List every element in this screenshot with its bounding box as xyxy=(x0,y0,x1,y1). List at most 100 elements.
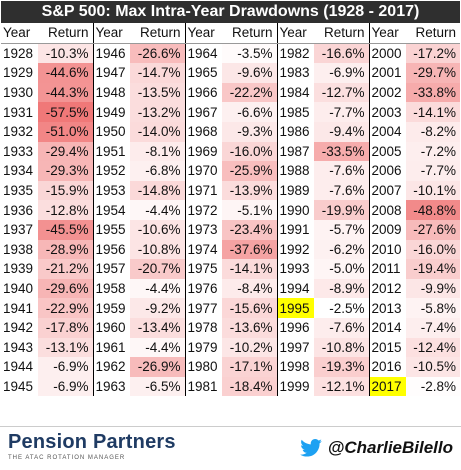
year-cell: 1998 xyxy=(276,357,314,377)
year-cell: 2014 xyxy=(368,317,406,338)
year-cell: 1962 xyxy=(92,357,130,377)
return-cell: -13.2% xyxy=(130,102,185,122)
year-cell: 1981 xyxy=(184,376,222,397)
logo-tagline: THE ATAC ROTATION MANAGER xyxy=(8,455,126,461)
return-cell: -8.2% xyxy=(406,121,460,142)
return-cell: -6.2% xyxy=(314,239,369,260)
return-cell: -17.1% xyxy=(222,357,277,377)
table-row: 1945 -6.9% 1963 -6.5% 1981 -18.4% 1999 -12.1% 20… xyxy=(1,376,460,397)
year-cell: 1936 xyxy=(3,202,34,218)
return-cell: -48.8% xyxy=(406,200,460,220)
year-cell: 1941 xyxy=(3,300,34,316)
year-cell: 1974 xyxy=(184,239,222,260)
drawdown-table: Year Return Year Return Year Return Year Return… xyxy=(1,23,460,397)
return-cell: -13.9% xyxy=(222,180,277,201)
year-cell: 1956 xyxy=(92,239,130,260)
return-cell: -8.4% xyxy=(222,278,277,299)
return-cell: -10.1% xyxy=(406,180,460,201)
return-cell: -3.5% xyxy=(222,43,277,64)
table-row: 1942 -17.8% 1960 -13.4% 1978 -13.6% 1996 -7.6% 2… xyxy=(1,317,460,338)
return-cell: -7.6% xyxy=(314,317,369,338)
return-cell: -7.2% xyxy=(406,141,460,162)
return-cell: -13.5% xyxy=(130,82,185,103)
return-cell: -5.8% xyxy=(406,298,460,318)
return-cell: -9.3% xyxy=(222,121,277,142)
drawdown-table-chart: S&P 500: Max Intra-Year Drawdowns (1928 … xyxy=(1,1,460,397)
year-cell: 1963 xyxy=(92,376,130,397)
return-cell: -7.6% xyxy=(314,180,369,201)
return-cell: -21.2% xyxy=(38,259,93,279)
year-cell: 1961 xyxy=(92,337,130,358)
year-cell: 1993 xyxy=(276,259,314,279)
year-cell: 1997 xyxy=(276,337,314,358)
year-cell: 1937 xyxy=(3,222,34,238)
return-cell: -12.1% xyxy=(314,376,369,397)
return-cell: -12.4% xyxy=(406,337,460,358)
year-cell: 1967 xyxy=(184,102,222,122)
return-cell: -7.7% xyxy=(314,102,369,122)
return-cell: -6.8% xyxy=(130,161,185,181)
return-cell: -7.4% xyxy=(406,317,460,338)
year-cell: 2002 xyxy=(368,82,406,103)
header-year-0: Year xyxy=(1,23,38,44)
year-cell: 1935 xyxy=(3,183,34,199)
return-cell: -6.9% xyxy=(38,376,93,397)
table-row: 1934 -29.3% 1952 -6.8% 1970 -25.9% 1988 -7.6% 20… xyxy=(1,161,460,181)
return-cell: -26.6% xyxy=(130,43,185,64)
header-row: Year Return Year Return Year Return Year Return… xyxy=(1,23,460,44)
return-cell: -6.9% xyxy=(38,357,93,377)
year-cell: 1934 xyxy=(3,163,34,179)
year-cell: 2015 xyxy=(368,337,406,358)
year-cell: 2008 xyxy=(368,200,406,220)
year-cell: 2011 xyxy=(368,259,406,279)
return-cell: -14.7% xyxy=(130,63,185,83)
return-cell: -22.2% xyxy=(222,82,277,103)
return-cell: -4.4% xyxy=(130,200,185,220)
return-cell: -16.0% xyxy=(222,141,277,162)
table-row: 1941 -22.9% 1959 -9.2% 1977 -15.6% 1995 -2.5% 20… xyxy=(1,298,460,318)
return-cell: -22.9% xyxy=(38,298,93,318)
year-cell: 1948 xyxy=(92,82,130,103)
year-cell: 1939 xyxy=(3,261,34,277)
table-row: 1930 -44.3% 1948 -13.5% 1966 -22.2% 1984 -12.7%… xyxy=(1,82,460,103)
return-cell: -7.6% xyxy=(314,161,369,181)
year-cell: 1980 xyxy=(184,357,222,377)
return-cell: -16.0% xyxy=(406,239,460,260)
return-cell: -17.2% xyxy=(406,43,460,64)
return-cell: -10.8% xyxy=(314,337,369,358)
year-cell: 2001 xyxy=(368,63,406,83)
twitter-handle: @CharlieBilello xyxy=(327,438,453,457)
year-cell: 1973 xyxy=(184,219,222,240)
return-cell: -4.4% xyxy=(130,278,185,299)
year-cell: 1944 xyxy=(3,359,34,375)
table-row: 1940 -29.6% 1958 -4.4% 1976 -8.4% 1994 -8.9% 201… xyxy=(1,278,460,299)
return-cell: -6.5% xyxy=(130,376,185,397)
return-cell: -18.4% xyxy=(222,376,277,397)
year-cell: 1946 xyxy=(92,43,130,64)
return-cell: -9.2% xyxy=(130,298,185,318)
return-cell: -15.6% xyxy=(222,298,277,318)
year-cell: 1999 xyxy=(276,376,314,397)
return-cell: -45.5% xyxy=(38,219,93,240)
header-return-3: Return xyxy=(314,23,369,44)
return-cell: -28.9% xyxy=(38,239,93,260)
return-cell: -19.4% xyxy=(406,259,460,279)
year-cell: 1947 xyxy=(92,63,130,83)
year-cell: 2004 xyxy=(368,121,406,142)
return-cell: -2.8% xyxy=(406,376,460,397)
return-cell: -13.6% xyxy=(222,317,277,338)
table-row: 1937 -45.5% 1955 -10.6% 1973 -23.4% 1991 -5.7% 2… xyxy=(1,219,460,240)
year-cell: 1970 xyxy=(184,161,222,181)
year-cell: 1942 xyxy=(3,320,34,336)
year-cell: 2005 xyxy=(368,141,406,162)
year-cell: 1982 xyxy=(276,43,314,64)
return-cell: -37.6% xyxy=(222,239,277,260)
year-cell: 2017 xyxy=(368,376,406,397)
year-cell: 2006 xyxy=(368,161,406,181)
return-cell: -20.7% xyxy=(130,259,185,279)
year-cell: 1992 xyxy=(276,239,314,260)
year-cell: 1960 xyxy=(92,317,130,338)
year-cell: 1965 xyxy=(184,63,222,83)
year-cell: 1971 xyxy=(184,180,222,201)
return-cell: -8.1% xyxy=(130,141,185,162)
